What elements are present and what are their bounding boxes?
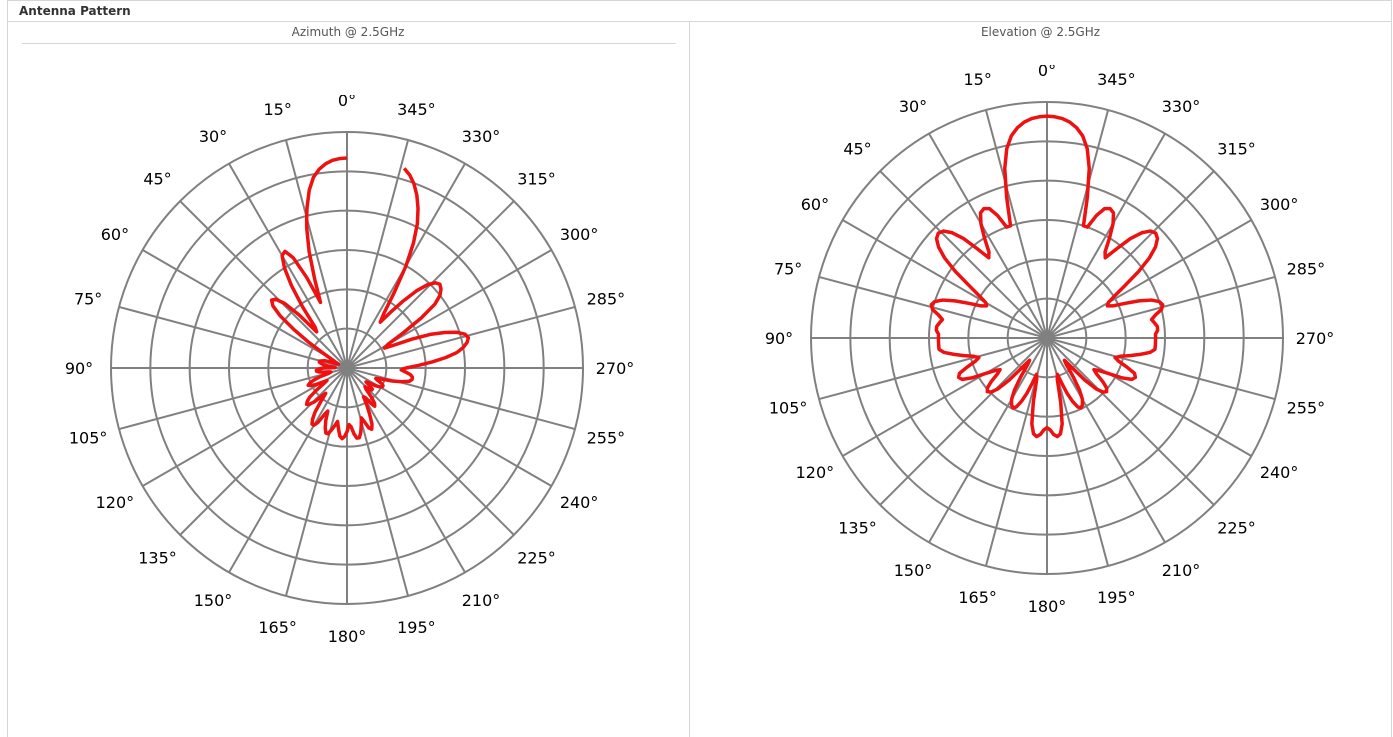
elevation-angle-label-0: 0° xyxy=(1038,65,1056,80)
elevation-angle-label-345: 345° xyxy=(1097,70,1136,89)
azimuth-angle-label-90: 90° xyxy=(65,359,93,378)
azimuth-spoke-150 xyxy=(228,367,348,573)
elevation-spoke-150 xyxy=(928,337,1048,543)
azimuth-pattern-trace xyxy=(269,156,471,441)
elevation-angle-label-135: 135° xyxy=(838,519,877,538)
azimuth-angle-label-285: 285° xyxy=(587,290,626,309)
azimuth-angle-label-30: 30° xyxy=(199,127,227,146)
table-frame xyxy=(7,0,1392,737)
azimuth-angle-label-225: 225° xyxy=(517,549,556,568)
elevation-angle-label-240: 240° xyxy=(1260,463,1299,482)
elevation-angle-label-90: 90° xyxy=(765,329,793,348)
elevation-angle-label-300: 300° xyxy=(1260,195,1299,214)
azimuth-spoke-105 xyxy=(118,367,348,431)
azimuth-spoke-30 xyxy=(228,163,348,369)
elevation-spoke-135 xyxy=(879,337,1048,506)
azimuth-angle-label-165: 165° xyxy=(258,618,297,637)
column-header-azimuth: Azimuth @ 2.5GHz xyxy=(291,25,405,39)
column-divider xyxy=(689,22,690,737)
elevation-angle-label-45: 45° xyxy=(843,140,871,159)
azimuth-angle-label-195: 195° xyxy=(397,618,436,637)
azimuth-angle-label-0: 0° xyxy=(338,95,356,110)
azimuth-angle-label-330: 330° xyxy=(462,127,501,146)
azimuth-angle-label-45: 45° xyxy=(143,170,171,189)
elevation-spoke-210 xyxy=(1046,337,1166,543)
elevation-spoke-300 xyxy=(1046,219,1252,339)
azimuth-spoke-45 xyxy=(179,200,348,369)
elevation-angle-label-270: 270° xyxy=(1296,329,1335,348)
elevation-spoke-255 xyxy=(1046,337,1276,401)
elevation-angle-label-180: 180° xyxy=(1028,597,1067,616)
azimuth-angle-label-315: 315° xyxy=(517,170,556,189)
azimuth-spoke-345 xyxy=(346,139,410,369)
elevation-spoke-240 xyxy=(1046,337,1252,457)
azimuth-spoke-195 xyxy=(346,367,410,597)
elevation-spoke-105 xyxy=(818,337,1048,401)
azimuth-angle-label-300: 300° xyxy=(560,225,599,244)
elevation-spoke-15 xyxy=(984,109,1048,339)
elevation-spoke-45 xyxy=(879,170,1048,339)
azimuth-angle-label-60: 60° xyxy=(101,225,129,244)
azimuth-spoke-285 xyxy=(346,305,576,369)
elevation-angle-label-285: 285° xyxy=(1287,260,1326,279)
azimuth-angle-label-180: 180° xyxy=(328,627,367,646)
title-row: Antenna Pattern xyxy=(7,0,1392,22)
azimuth-spoke-75 xyxy=(118,305,348,369)
elevation-pattern-trace xyxy=(929,114,1165,439)
azimuth-angle-label-270: 270° xyxy=(596,359,635,378)
elevation-spoke-330 xyxy=(1046,133,1166,339)
azimuth-angle-label-105: 105° xyxy=(69,428,108,447)
elevation-angle-label-15: 15° xyxy=(963,70,991,89)
elevation-spoke-225 xyxy=(1046,337,1215,506)
elevation-spoke-345 xyxy=(1046,109,1110,339)
elevation-spoke-30 xyxy=(928,133,1048,339)
elevation-angle-label-105: 105° xyxy=(769,398,808,417)
header-row: Azimuth @ 2.5GHz Elevation @ 2.5GHz xyxy=(7,22,1392,43)
elevation-angle-label-315: 315° xyxy=(1217,140,1256,159)
azimuth-spoke-60 xyxy=(142,249,348,369)
azimuth-angle-label-210: 210° xyxy=(462,591,501,610)
azimuth-spoke-15 xyxy=(284,139,348,369)
elevation-spoke-60 xyxy=(842,219,1048,339)
azimuth-spoke-165 xyxy=(284,367,348,597)
elevation-angle-label-75: 75° xyxy=(774,260,802,279)
azimuth-spoke-120 xyxy=(142,367,348,487)
elevation-angle-label-150: 150° xyxy=(894,561,933,580)
azimuth-angle-label-135: 135° xyxy=(138,549,177,568)
elevation-angle-label-120: 120° xyxy=(796,463,835,482)
elevation-angle-label-60: 60° xyxy=(801,195,829,214)
elevation-polar-chart: 0° 345° 330° 315° 300° 285° 270° 255° 240° 225° 21… xyxy=(765,65,1335,616)
azimuth-angle-label-240: 240° xyxy=(560,493,599,512)
elevation-spoke-315 xyxy=(1046,170,1215,339)
elevation-angle-label-330: 330° xyxy=(1162,97,1201,116)
elevation-angle-label-225: 225° xyxy=(1217,519,1256,538)
azimuth-angle-label-75: 75° xyxy=(74,290,102,309)
elevation-angle-label-165: 165° xyxy=(958,588,997,607)
page-title: Antenna Pattern xyxy=(19,4,131,18)
azimuth-spoke-135 xyxy=(179,367,348,536)
azimuth-spoke-225 xyxy=(346,367,515,536)
azimuth-spoke-300 xyxy=(346,249,552,369)
elevation-angle-label-255: 255° xyxy=(1287,398,1326,417)
azimuth-angle-label-345: 345° xyxy=(397,100,436,119)
elevation-angle-label-195: 195° xyxy=(1097,588,1136,607)
azimuth-angle-label-120: 120° xyxy=(96,493,135,512)
azimuth-angle-label-150: 150° xyxy=(194,591,233,610)
elevation-angle-label-30: 30° xyxy=(899,97,927,116)
elevation-spoke-120 xyxy=(842,337,1048,457)
column-header-elevation: Elevation @ 2.5GHz xyxy=(980,25,1101,39)
azimuth-polar-chart: 0° 345° 330° 315° 300° 285° 270° 255° 240° 225° 21… xyxy=(65,95,635,646)
elevation-angle-label-210: 210° xyxy=(1162,561,1201,580)
azimuth-angle-label-255: 255° xyxy=(587,428,626,447)
azimuth-angle-label-15: 15° xyxy=(263,100,291,119)
header-divider xyxy=(22,43,676,44)
